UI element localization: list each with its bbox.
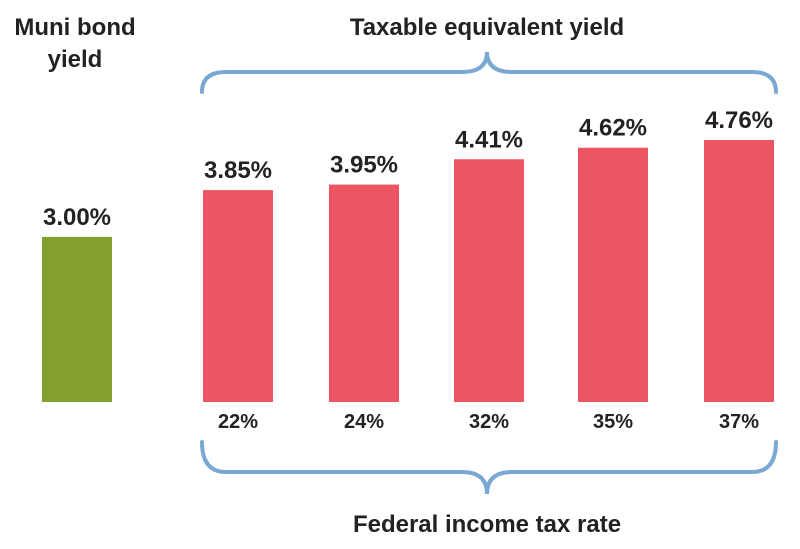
muni-value-label: 3.00% xyxy=(43,204,111,231)
tax-rate-tick-label: 24% xyxy=(344,411,384,433)
taxable-bar xyxy=(454,159,524,402)
muni-title-line1: Muni bond xyxy=(14,14,135,41)
tax-rate-tick-label: 32% xyxy=(469,411,509,433)
tax-rate-tick-label: 35% xyxy=(593,411,633,433)
taxable-value-label: 3.85% xyxy=(204,157,272,184)
bottom-brace xyxy=(200,440,778,495)
top-brace xyxy=(200,51,778,94)
taxable-bar xyxy=(578,147,648,402)
muni-title-line2: yield xyxy=(48,46,103,73)
taxable-value-label: 4.41% xyxy=(455,126,523,153)
taxable-value-label: 4.76% xyxy=(705,107,773,134)
chart-marks: 3.00% 3.85% 22% 3.95% 24% 4.41% 32% 4.62% 35% 4.7… xyxy=(42,107,774,433)
taxable-value-label: 3.95% xyxy=(330,152,398,179)
taxable-bar xyxy=(704,140,774,402)
muni-bar xyxy=(42,236,112,402)
taxable-title: Taxable equivalent yield xyxy=(350,14,624,41)
taxable-bar xyxy=(329,184,399,402)
tax-rate-tick-label: 37% xyxy=(719,411,759,433)
taxable-value-label: 4.62% xyxy=(579,115,647,142)
x-axis-label: Federal income tax rate xyxy=(353,511,621,538)
taxable-bar xyxy=(203,190,273,402)
tax-rate-tick-label: 22% xyxy=(218,411,258,433)
